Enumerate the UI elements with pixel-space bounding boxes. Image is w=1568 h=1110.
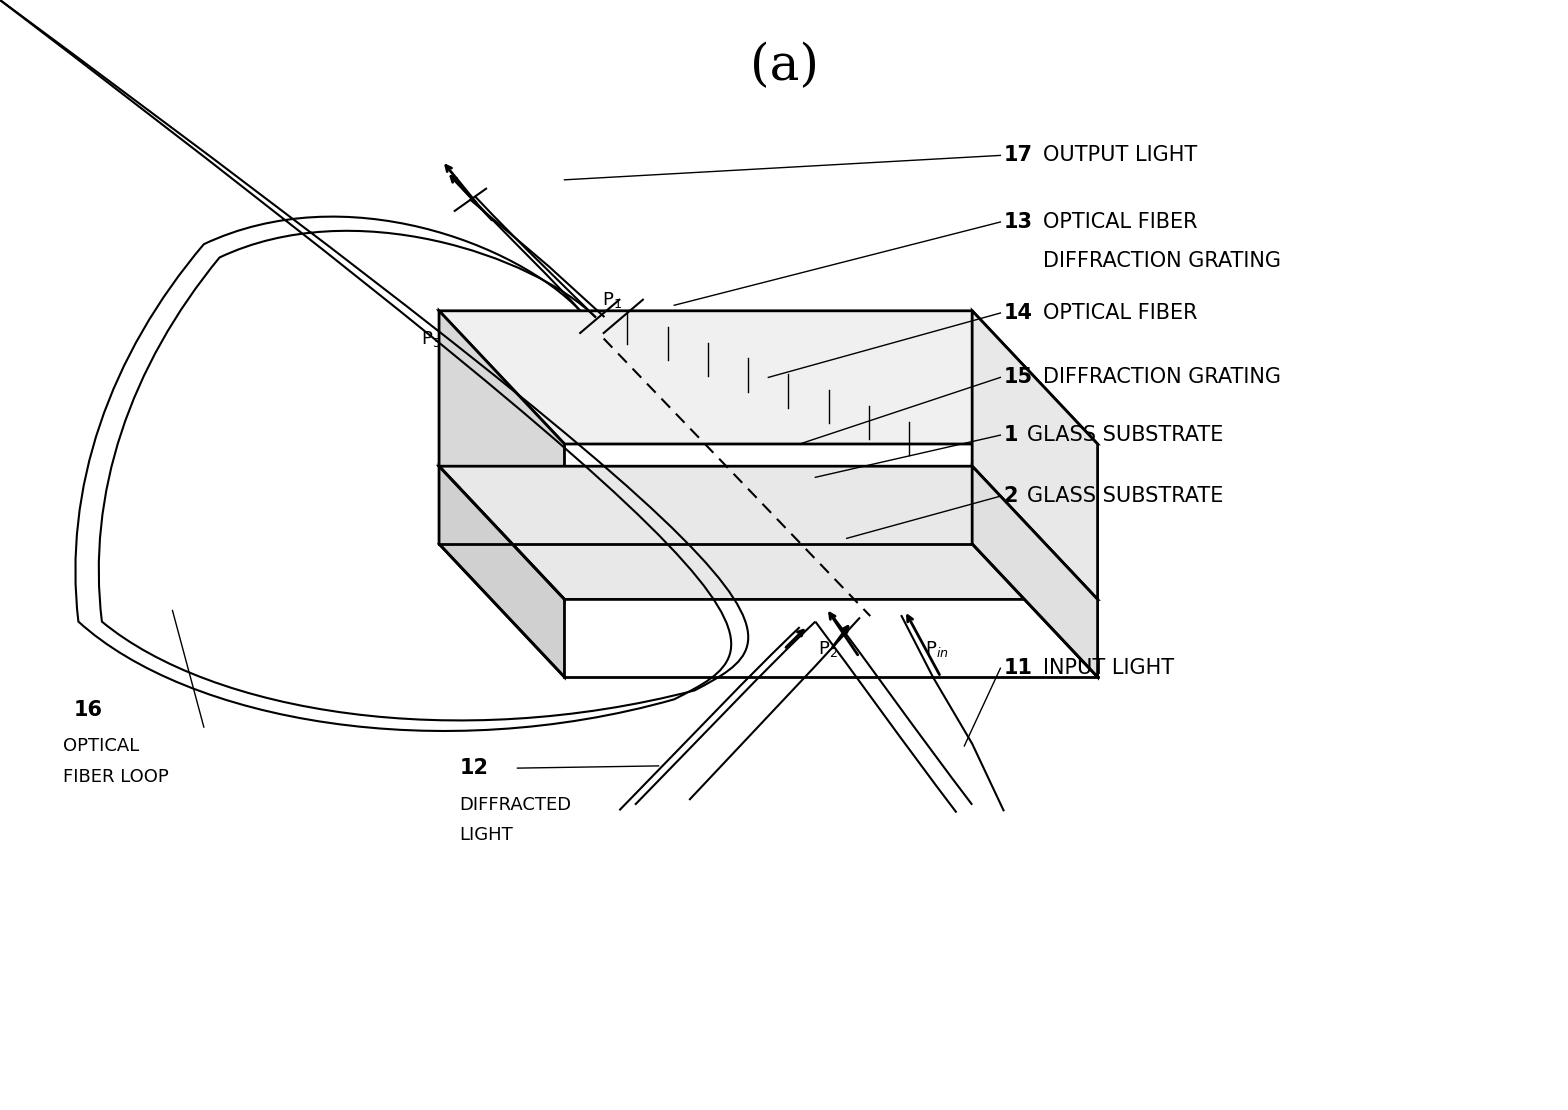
Text: 11: 11 [1004,658,1032,678]
Text: P$_1$: P$_1$ [602,290,621,310]
Text: OPTICAL: OPTICAL [63,737,140,755]
Text: INPUT LIGHT: INPUT LIGHT [1043,658,1174,678]
Text: 16: 16 [74,700,102,720]
Text: 2: 2 [1004,486,1018,506]
Text: GLASS SUBSTRATE: GLASS SUBSTRATE [1027,425,1223,445]
Polygon shape [972,311,1098,599]
Text: P$_2$: P$_2$ [818,639,837,659]
Text: P$_{in}$: P$_{in}$ [925,639,949,659]
Text: 17: 17 [1004,145,1032,165]
Text: 15: 15 [1004,367,1033,387]
Text: DIFFRACTED: DIFFRACTED [459,796,572,814]
Text: LIGHT: LIGHT [459,826,513,844]
Text: DIFFRACTION GRATING: DIFFRACTION GRATING [1043,251,1281,271]
Text: (a): (a) [750,42,818,91]
Text: FIBER LOOP: FIBER LOOP [63,768,168,786]
Text: OUTPUT LIGHT: OUTPUT LIGHT [1043,145,1196,165]
Polygon shape [439,311,564,599]
Text: DIFFRACTION GRATING: DIFFRACTION GRATING [1043,367,1281,387]
Text: P$_3$: P$_3$ [422,329,441,349]
Text: OPTICAL FIBER: OPTICAL FIBER [1043,303,1198,323]
Text: 14: 14 [1004,303,1032,323]
Text: GLASS SUBSTRATE: GLASS SUBSTRATE [1027,486,1223,506]
Text: 13: 13 [1004,212,1032,232]
Text: OPTICAL FIBER: OPTICAL FIBER [1043,212,1198,232]
Polygon shape [439,466,1098,599]
Polygon shape [972,466,1098,677]
Polygon shape [439,466,564,677]
Text: 12: 12 [459,758,488,778]
Text: 1: 1 [1004,425,1018,445]
Polygon shape [439,311,1098,444]
